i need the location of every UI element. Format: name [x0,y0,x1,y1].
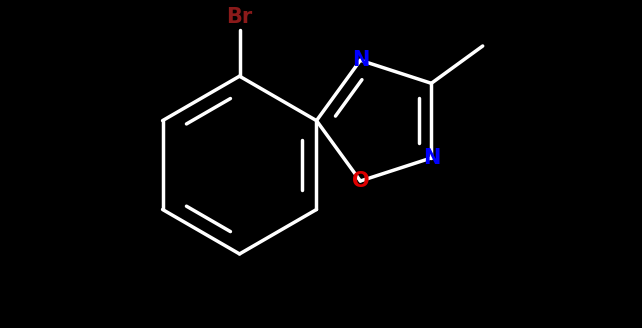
Text: Br: Br [227,7,253,27]
Text: N: N [352,50,369,70]
Text: N: N [422,148,440,168]
Text: O: O [352,171,369,191]
